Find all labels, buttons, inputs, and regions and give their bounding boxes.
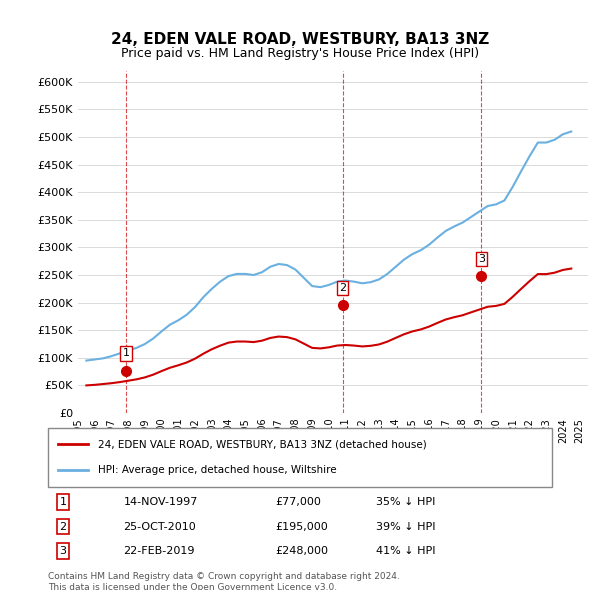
Text: 14-NOV-1997: 14-NOV-1997 [124,497,198,507]
Text: This data is licensed under the Open Government Licence v3.0.: This data is licensed under the Open Gov… [48,583,337,590]
Text: 2: 2 [59,522,67,532]
Text: £77,000: £77,000 [275,497,320,507]
Text: 25-OCT-2010: 25-OCT-2010 [124,522,196,532]
Text: 39% ↓ HPI: 39% ↓ HPI [376,522,435,532]
Text: £195,000: £195,000 [275,522,328,532]
Text: 41% ↓ HPI: 41% ↓ HPI [376,546,435,556]
Text: 24, EDEN VALE ROAD, WESTBURY, BA13 3NZ (detached house): 24, EDEN VALE ROAD, WESTBURY, BA13 3NZ (… [98,440,427,449]
Text: 1: 1 [59,497,67,507]
Text: Contains HM Land Registry data © Crown copyright and database right 2024.: Contains HM Land Registry data © Crown c… [48,572,400,581]
Text: 22-FEB-2019: 22-FEB-2019 [124,546,195,556]
Text: Price paid vs. HM Land Registry's House Price Index (HPI): Price paid vs. HM Land Registry's House … [121,47,479,60]
Text: £248,000: £248,000 [275,546,328,556]
Text: 35% ↓ HPI: 35% ↓ HPI [376,497,435,507]
Text: 1: 1 [122,348,130,358]
Text: HPI: Average price, detached house, Wiltshire: HPI: Average price, detached house, Wilt… [98,466,337,475]
Text: 2: 2 [339,283,346,293]
FancyBboxPatch shape [48,428,552,487]
Text: 3: 3 [478,254,485,264]
Text: 3: 3 [59,546,67,556]
Text: 24, EDEN VALE ROAD, WESTBURY, BA13 3NZ: 24, EDEN VALE ROAD, WESTBURY, BA13 3NZ [111,32,489,47]
